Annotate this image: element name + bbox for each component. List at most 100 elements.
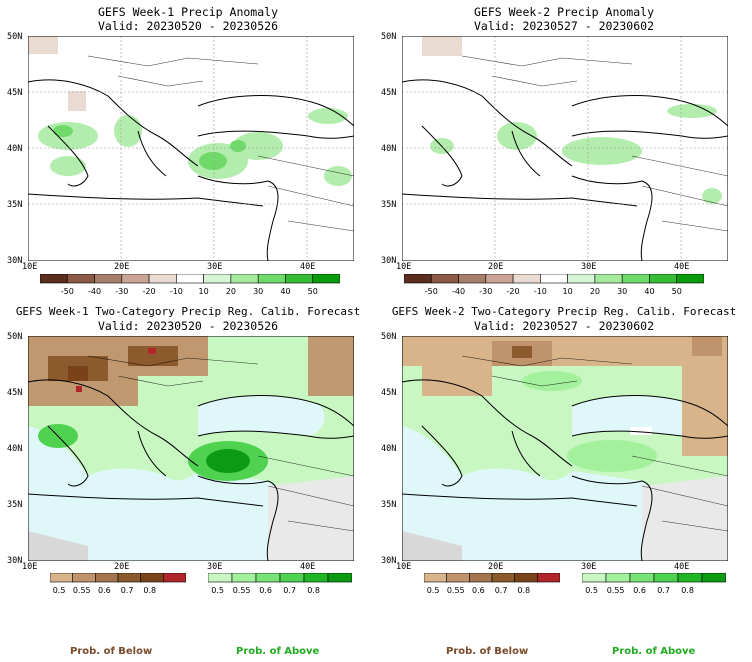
colorbar-swatch	[327, 573, 352, 583]
lon-label: 30E	[581, 562, 597, 572]
lat-label: 40N	[7, 444, 23, 454]
colorbar-tick-label: 40	[280, 287, 290, 296]
lat-label: 30N	[7, 256, 23, 266]
lon-label: 10E	[22, 562, 38, 572]
panel-valid-dates: Valid: 20230520 - 20230526	[97, 19, 278, 33]
colorbar-tick-label: 0.6	[633, 586, 646, 595]
lat-label: 40N	[381, 144, 397, 154]
colorbar-swatch	[404, 274, 432, 284]
colorbar-tick-label: 30	[617, 287, 627, 296]
lon-label: 40E	[300, 262, 316, 272]
colorbar-swatch	[424, 573, 447, 583]
colorbar-tick-label: 0.55	[607, 586, 625, 595]
lon-label: 10E	[22, 262, 38, 272]
prob-below-colorbar: 0.5 0.55 0.6 0.7 0.8	[50, 573, 186, 595]
colorbar-tick-label: -30	[115, 287, 128, 296]
prob-above-colorbar: 0.5 0.55 0.6 0.7 0.8	[208, 573, 352, 595]
colorbar-tick-label: 0.55	[233, 586, 251, 595]
colorbar-swatch	[176, 274, 204, 284]
lon-label: 20E	[488, 262, 504, 272]
lon-label: 40E	[674, 262, 690, 272]
colorbar-swatch	[514, 573, 538, 583]
lat-label: 30N	[381, 256, 397, 266]
colorbar-swatch	[469, 573, 493, 583]
prob-below-colorbar: 0.5 0.55 0.6 0.7 0.8	[424, 573, 560, 595]
lat-label: 45N	[381, 88, 397, 98]
colorbar-tick-label: -30	[479, 287, 492, 296]
lat-label: 35N	[381, 200, 397, 210]
panel-title: GEFS Week-2 Precip Anomaly	[473, 5, 654, 19]
anomaly-colorbar: -50 -40 -30 -20 -10 10 20 30 40 50	[40, 274, 340, 296]
lon-label: 30E	[581, 262, 597, 272]
colorbar-swatch	[512, 274, 541, 284]
colorbar-swatch	[257, 274, 286, 284]
colorbar-swatch	[621, 274, 650, 284]
colorbar-tick-label: 0.55	[447, 586, 465, 595]
colorbar-swatch	[312, 274, 340, 284]
panel-valid-dates: Valid: 20230527 - 20230602	[473, 19, 654, 33]
lon-label: 30E	[207, 262, 223, 272]
colorbar-swatch	[458, 274, 487, 284]
prob-above-colorbar: 0.5 0.55 0.6 0.7 0.8	[582, 573, 726, 595]
colorbar-swatch	[140, 573, 164, 583]
colorbar-tick-label: 30	[253, 287, 263, 296]
colorbar-swatch	[231, 573, 257, 583]
probability-map	[402, 336, 728, 561]
panel-valid-dates: Valid: 20230527 - 20230602	[473, 319, 654, 333]
lon-label: 20E	[114, 562, 130, 572]
colorbar-swatch	[676, 274, 704, 284]
lat-label: 45N	[7, 88, 23, 98]
colorbar-tick-label: 50	[308, 287, 318, 296]
colorbar-swatch	[163, 573, 186, 583]
colorbar-swatch	[230, 274, 259, 284]
anomaly-colorbar: -50 -40 -30 -20 -10 10 20 30 40 50	[404, 274, 704, 296]
colorbar-swatch	[629, 573, 655, 583]
colorbar-tick-label: -40	[88, 287, 101, 296]
colorbar-tick-label: -10	[170, 287, 183, 296]
colorbar-tick-label: 40	[644, 287, 654, 296]
colorbar-tick-label: 0.5	[427, 586, 440, 595]
colorbar-tick-label: -50	[61, 287, 74, 296]
colorbar-swatch	[95, 573, 119, 583]
lat-label: 45N	[7, 388, 23, 398]
colorbar-swatch	[537, 573, 560, 583]
lat-label: 35N	[7, 200, 23, 210]
lat-label: 40N	[381, 444, 397, 454]
colorbar-swatch	[649, 274, 678, 284]
colorbar-tick-label: 0.8	[307, 586, 320, 595]
lon-label: 40E	[674, 562, 690, 572]
lat-label: 50N	[7, 332, 23, 342]
lat-label: 50N	[381, 32, 397, 42]
colorbar-swatch	[285, 274, 314, 284]
panel-week1-anomaly: GEFS Week-1 Precip Anomaly Valid: 202305…	[0, 0, 376, 300]
colorbar-swatch	[701, 573, 726, 583]
colorbar-swatch	[540, 274, 568, 284]
lon-label: 10E	[396, 562, 412, 572]
colorbar-swatch	[148, 274, 177, 284]
anomaly-map	[28, 36, 354, 261]
colorbar-swatch	[594, 274, 623, 284]
lat-label: 50N	[7, 32, 23, 42]
colorbar-swatch	[485, 274, 514, 284]
colorbar-tick-label: -20	[143, 287, 156, 296]
colorbar-tick-label: 0.5	[211, 586, 224, 595]
colorbar-swatch	[491, 573, 515, 583]
colorbar-swatch	[50, 573, 73, 583]
colorbar-tick-label: 20	[226, 287, 236, 296]
colorbar-swatch	[203, 274, 232, 284]
colorbar-swatch	[446, 573, 470, 583]
colorbar-swatch	[582, 573, 607, 583]
panel-title: GEFS Week-1 Two-Category Precip Reg. Cal…	[15, 305, 361, 318]
lon-label: 40E	[300, 562, 316, 572]
colorbar-swatch	[567, 274, 596, 284]
colorbar-swatch	[72, 573, 96, 583]
colorbar-swatch	[117, 573, 141, 583]
colorbar-swatch	[279, 573, 305, 583]
panel-valid-dates: Valid: 20230520 - 20230526	[97, 319, 278, 333]
colorbar-tick-label: 0.7	[495, 586, 508, 595]
lat-label: 30N	[7, 556, 23, 566]
colorbar-tick-label: 0.6	[259, 586, 272, 595]
colorbar-tick-label: 10	[563, 287, 573, 296]
lon-label: 20E	[488, 562, 504, 572]
colorbar-tick-label: 0.5	[53, 586, 66, 595]
